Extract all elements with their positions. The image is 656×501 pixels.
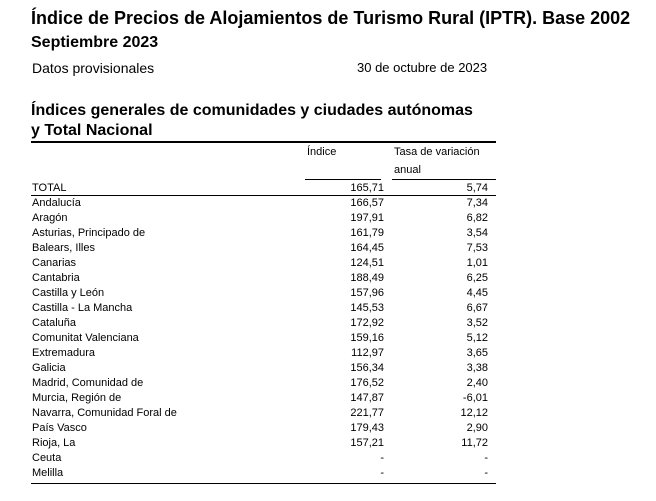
section-title: Índices generales de comunidades y ciuda… — [31, 102, 473, 119]
table-row: Ceuta - - — [31, 451, 496, 466]
column-header-rate: Tasa de variación — [394, 146, 480, 158]
row-rate-value: 3,52 — [466, 317, 488, 329]
row-rate-value: 11,72 — [461, 437, 488, 449]
table-row: Castilla y León 157,96 4,45 — [31, 286, 496, 301]
row-rate-value: 5,12 — [466, 332, 488, 344]
period-title: Septiembre 2023 — [31, 34, 159, 51]
table-bottom-rule — [31, 483, 496, 484]
table-row: Castilla - La Mancha 145,53 6,67 — [31, 301, 496, 316]
row-rate-value: 5,74 — [466, 182, 488, 194]
table-row: Extremadura 112,97 3,65 — [31, 346, 496, 361]
row-index-value: 176,52 — [350, 377, 384, 389]
row-rate-value: 3,65 — [466, 347, 488, 359]
row-index-value: - — [380, 452, 384, 464]
document-title: Índice de Precios de Alojamientos de Tur… — [31, 8, 631, 28]
row-index-value: 147,87 — [350, 392, 384, 404]
table-row: Cataluña 172,92 3,52 — [31, 316, 496, 331]
row-index-value: 156,34 — [350, 362, 384, 374]
row-region-name: TOTAL — [32, 182, 67, 194]
row-index-value: 166,57 — [350, 197, 384, 209]
table-top-rule — [31, 141, 496, 143]
table-row: Comunitat Valenciana 159,16 5,12 — [31, 331, 496, 346]
publication-date: 30 de octubre de 2023 — [357, 60, 488, 75]
row-rate-value: 4,45 — [466, 287, 488, 299]
row-region-name: Asturias, Principado de — [32, 227, 146, 239]
row-rate-value: 1,01 — [466, 257, 488, 269]
row-rate-value: 2,40 — [466, 377, 488, 389]
row-rate-value: 2,90 — [466, 422, 488, 434]
table-row: Andalucía 166,57 7,34 — [31, 196, 496, 211]
column-header-rate-continued: anual — [394, 164, 421, 176]
table-row: Aragón 197,91 6,82 — [31, 211, 496, 226]
row-index-value: 179,43 — [350, 422, 384, 434]
table-row: Navarra, Comunidad Foral de 221,77 12,12 — [31, 406, 496, 421]
row-region-name: Ceuta — [32, 452, 62, 464]
row-index-value: 172,92 — [350, 317, 384, 329]
row-rate-value: 3,38 — [466, 362, 488, 374]
table-row: Cantabria 188,49 6,25 — [31, 271, 496, 286]
row-rate-value: 3,54 — [466, 227, 488, 239]
row-region-name: Rioja, La — [32, 437, 76, 449]
table-row: Galicia 156,34 3,38 — [31, 361, 496, 376]
row-index-value: - — [380, 467, 384, 479]
row-rate-value: 6,82 — [466, 212, 488, 224]
table-row: Rioja, La 157,21 11,72 — [31, 436, 496, 451]
row-region-name: Castilla - La Mancha — [32, 302, 133, 314]
row-index-value: 197,91 — [350, 212, 384, 224]
row-rate-value: 7,53 — [466, 242, 488, 254]
table-row: Murcia, Región de 147,87 -6,01 — [31, 391, 496, 406]
row-region-name: Melilla — [32, 467, 64, 479]
row-region-name: Navarra, Comunidad Foral de — [32, 407, 177, 419]
row-rate-value: - — [484, 467, 488, 479]
row-region-name: Galicia — [32, 362, 66, 374]
table-row: Melilla - - — [31, 466, 496, 481]
index-header-rule — [305, 179, 381, 180]
row-index-value: 157,21 — [350, 437, 384, 449]
data-table: TOTAL 165,71 5,74 Andalucía 166,57 7,34 Aragón… — [31, 181, 496, 481]
row-region-name: Cantabria — [32, 272, 80, 284]
table-row: Asturias, Principado de 161,79 3,54 — [31, 226, 496, 241]
row-region-name: Balears, Illes — [32, 242, 95, 254]
row-region-name: Aragón — [32, 212, 68, 224]
table-row: País Vasco 179,43 2,90 — [31, 421, 496, 436]
table-row: Canarias 124,51 1,01 — [31, 256, 496, 271]
row-rate-value: 6,25 — [466, 272, 488, 284]
row-rate-value: 6,67 — [466, 302, 488, 314]
row-index-value: 159,16 — [350, 332, 384, 344]
row-index-value: 124,51 — [350, 257, 384, 269]
row-region-name: Castilla y León — [32, 287, 105, 299]
provisional-note: Datos provisionales — [32, 60, 155, 76]
row-region-name: Murcia, Región de — [32, 392, 122, 404]
row-index-value: 112,97 — [351, 347, 384, 359]
table-row: Madrid, Comunidad de 176,52 2,40 — [31, 376, 496, 391]
table-row: Balears, Illes 164,45 7,53 — [31, 241, 496, 256]
row-index-value: 188,49 — [350, 272, 384, 284]
row-index-value: 145,53 — [350, 302, 384, 314]
row-region-name: País Vasco — [32, 422, 87, 434]
row-region-name: Andalucía — [32, 197, 81, 209]
row-index-value: 221,77 — [350, 407, 384, 419]
column-header-index: Índice — [307, 146, 337, 158]
row-region-name: Cataluña — [32, 317, 77, 329]
rate-header-rule — [392, 179, 496, 180]
row-rate-value: 7,34 — [466, 197, 488, 209]
row-index-value: 157,96 — [350, 287, 384, 299]
row-index-value: 165,71 — [350, 182, 384, 194]
row-rate-value: -6,01 — [462, 392, 488, 404]
table-row-total: TOTAL 165,71 5,74 — [31, 181, 496, 196]
row-index-value: 164,45 — [350, 242, 384, 254]
row-region-name: Comunitat Valenciana — [32, 332, 139, 344]
row-region-name: Extremadura — [32, 347, 95, 359]
row-region-name: Madrid, Comunidad de — [32, 377, 144, 389]
row-rate-value: 12,12 — [460, 407, 488, 419]
row-index-value: 161,79 — [350, 227, 384, 239]
section-title-continued: y Total Nacional — [31, 122, 153, 139]
row-region-name: Canarias — [32, 257, 77, 269]
row-rate-value: - — [484, 452, 488, 464]
